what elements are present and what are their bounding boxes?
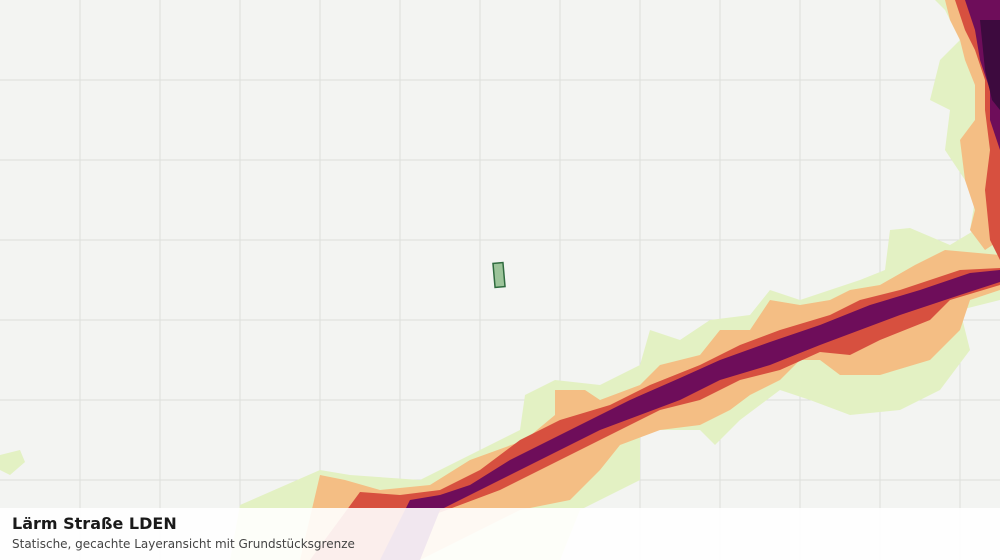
parcel-boundary[interactable]	[492, 261, 506, 289]
noise-band-extreme	[980, 20, 1000, 110]
layer-subtitle: Statische, gecachte Layeransicht mit Gru…	[12, 537, 355, 551]
legend-footer: Lärm Straße LDEN Statische, gecachte Lay…	[0, 508, 1000, 560]
layer-title: Lärm Straße LDEN	[12, 514, 177, 533]
noise-band-very-high	[380, 270, 1000, 560]
noise-band-low	[230, 200, 1000, 560]
noise-band-low	[0, 450, 25, 475]
